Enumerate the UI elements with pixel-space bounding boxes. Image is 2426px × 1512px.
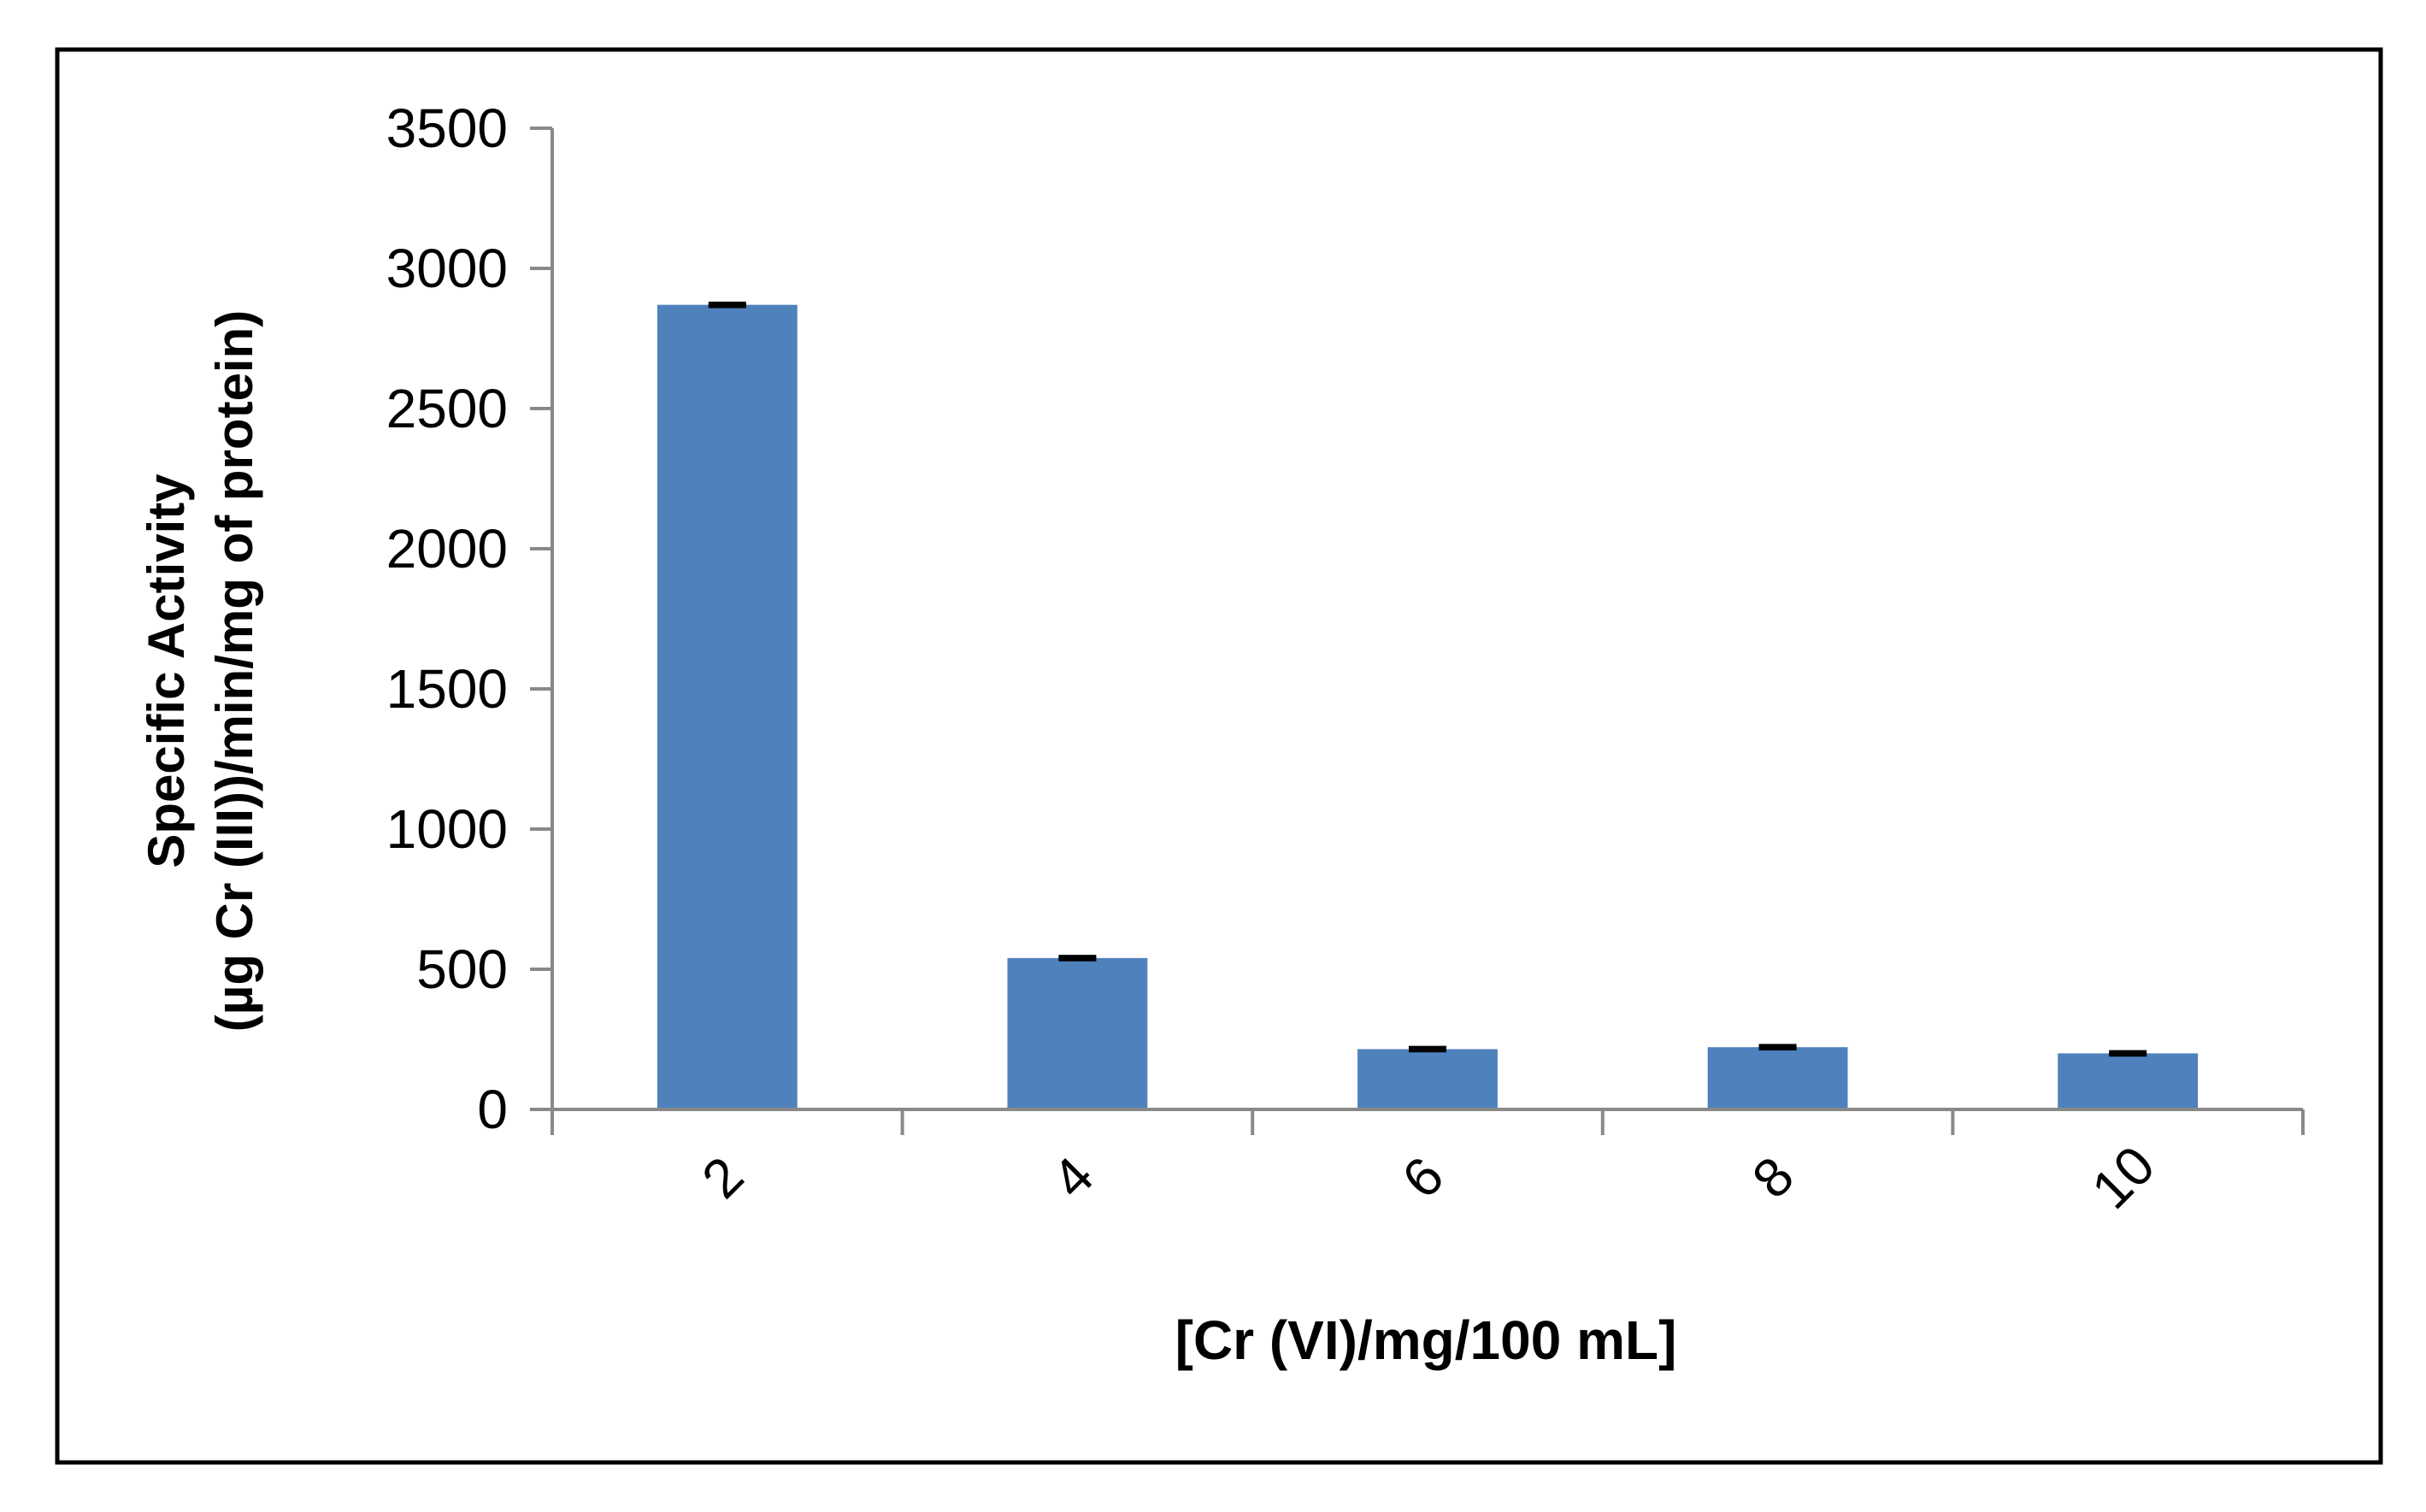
- y-ticks-group: 0 500 1000 1500 2000 2500 3000 3500: [386, 97, 552, 1140]
- bar: [657, 304, 798, 1109]
- y-axis-title-line2: (µg Cr (III))/min/mg of protein): [206, 310, 263, 1032]
- bar: [1707, 1047, 1848, 1109]
- y-tick-label: 3500: [386, 97, 508, 159]
- x-axis-title: [Cr (VI)/mg/100 mL]: [1175, 1309, 1677, 1371]
- y-tick-label: 500: [416, 938, 508, 1000]
- bar: [1357, 1049, 1498, 1109]
- y-tick-label: 0: [477, 1079, 508, 1140]
- y-tick-label: 2000: [386, 518, 508, 580]
- y-tick-label: 2500: [386, 378, 508, 439]
- error-bars-group: [708, 301, 2147, 1057]
- chart-border: [55, 47, 2383, 1465]
- y-axis-title: Specific Activity (µg Cr (III))/min/mg o…: [138, 310, 263, 1032]
- bars-group: [657, 304, 2199, 1109]
- y-tick-label: 1000: [386, 798, 508, 860]
- y-tick-label: 3000: [386, 238, 508, 299]
- bar: [1007, 957, 1148, 1109]
- y-axis-title-line1: Specific Activity: [138, 474, 195, 868]
- y-tick-label: 1500: [386, 658, 508, 720]
- bar: [2058, 1053, 2199, 1109]
- axes-group: [551, 128, 2303, 1111]
